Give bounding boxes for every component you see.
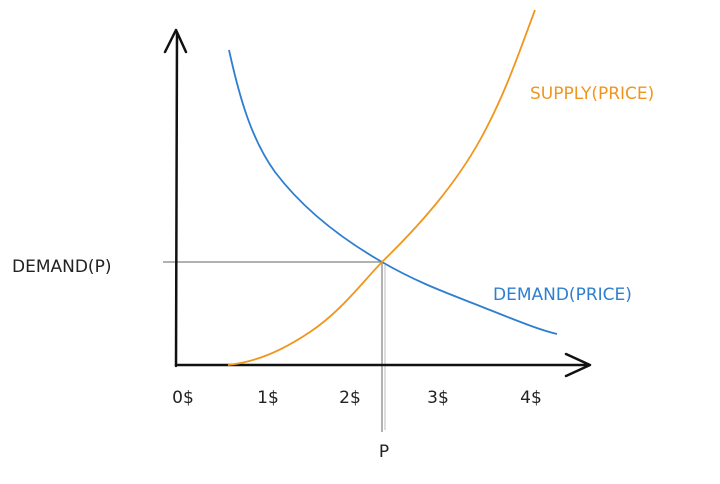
x-tick-labels: 0$ 1$ 2$ 3$ 4$ bbox=[172, 388, 542, 408]
x-tick-label: 1$ bbox=[257, 388, 279, 408]
supply-label: SUPPLY(PRICE) bbox=[530, 84, 654, 104]
y-marker-label: DEMAND(P) bbox=[12, 257, 111, 277]
x-axis bbox=[174, 352, 592, 378]
x-tick-label: 0$ bbox=[172, 388, 194, 408]
supply-curve bbox=[227, 9, 536, 366]
x-marker-label: P bbox=[379, 442, 389, 462]
demand-curve bbox=[228, 49, 558, 335]
y-axis bbox=[163, 28, 188, 368]
x-tick-label: 2$ bbox=[339, 388, 361, 408]
x-tick-label: 3$ bbox=[427, 388, 449, 408]
demand-label: DEMAND(PRICE) bbox=[493, 285, 632, 305]
x-tick-label: 4$ bbox=[520, 388, 542, 408]
